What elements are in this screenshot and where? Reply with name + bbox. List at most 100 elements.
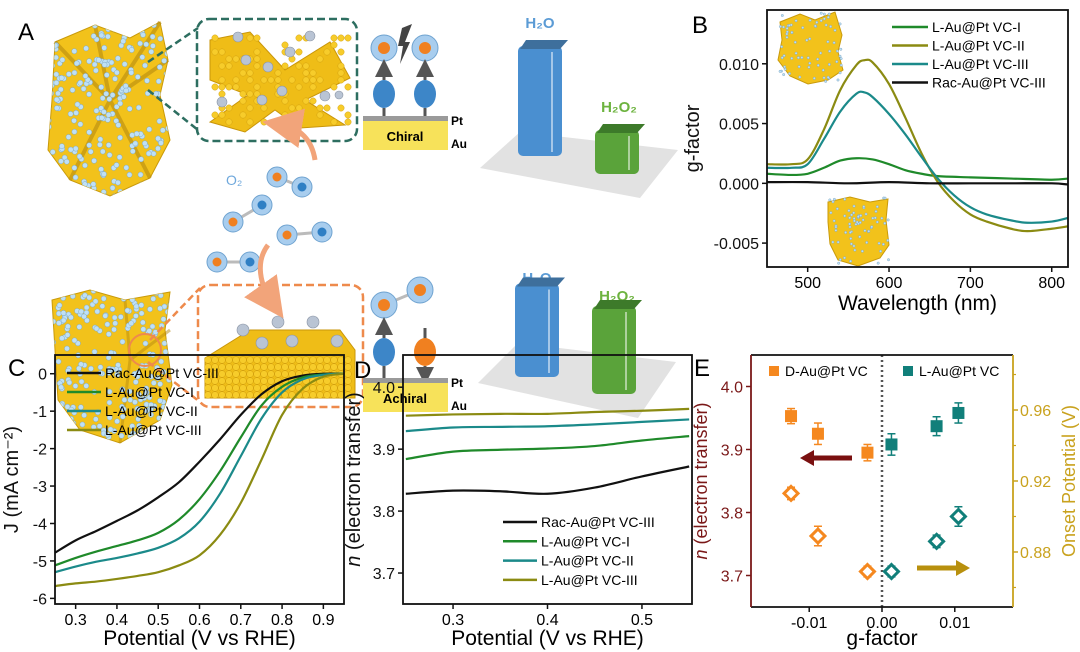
y-tick-label: -2 bbox=[33, 442, 47, 459]
x-tick-label: 0.5 bbox=[147, 612, 169, 629]
pt-label: Pt bbox=[451, 114, 463, 128]
pt-atom-dot bbox=[883, 221, 887, 225]
chiral-nanoparticle bbox=[42, 20, 171, 197]
series-line-l-au-pt-vc-i bbox=[405, 435, 690, 461]
au-atom bbox=[232, 55, 240, 63]
pt-atom-dot bbox=[160, 170, 167, 177]
au-atom bbox=[246, 377, 254, 385]
au-atom bbox=[211, 384, 219, 392]
pt-atom-dot bbox=[141, 140, 148, 147]
au-atom bbox=[239, 377, 247, 385]
pt-atom-dot bbox=[76, 365, 82, 372]
pt-atom-dot bbox=[130, 290, 137, 292]
au-atom bbox=[239, 69, 247, 77]
au-atom bbox=[330, 41, 338, 49]
au-atom bbox=[344, 34, 352, 42]
legend: Rac-Au@Pt VC-III L-Au@Pt VC-I L-Au@Pt VC-I… bbox=[503, 514, 655, 588]
pt-atom-dot bbox=[157, 397, 163, 404]
pt-atom-dot bbox=[98, 84, 105, 90]
pt-atom-dot bbox=[92, 298, 99, 305]
legend-label: Rac-Au@Pt VC-III bbox=[541, 514, 655, 530]
pt-atom-dot bbox=[59, 22, 65, 26]
pt-atom-dot bbox=[65, 134, 72, 140]
pt-atom-dot bbox=[90, 33, 97, 39]
pt-atom-dot bbox=[816, 63, 820, 67]
au-atom bbox=[323, 363, 331, 371]
legend-label: L-Au@Pt VC-I bbox=[541, 533, 630, 549]
pt-atom-dot bbox=[75, 434, 82, 441]
pt-atom-dot bbox=[822, 17, 826, 21]
curved-arrow-down bbox=[244, 243, 284, 319]
pt-atom-dot bbox=[151, 380, 157, 386]
pt-atom-dot bbox=[139, 54, 146, 61]
pt-label: Pt bbox=[451, 376, 463, 390]
pt-atom-dot bbox=[856, 215, 860, 219]
pt-atom-dot bbox=[852, 217, 856, 220]
y-tick-label: 4.0 bbox=[721, 380, 743, 397]
achiral-label: Achiral bbox=[383, 391, 427, 406]
au-atom bbox=[239, 356, 247, 364]
panel-label-b: B bbox=[692, 12, 708, 39]
au-atom bbox=[344, 363, 352, 371]
pt-atom-dot bbox=[838, 71, 842, 75]
legend-label: L-Au@Pt VC-III bbox=[541, 572, 638, 588]
au-atom bbox=[337, 76, 345, 84]
x-tick-label: 0.4 bbox=[536, 612, 558, 629]
pt-atom-dot bbox=[831, 240, 835, 244]
o2-molecule bbox=[206, 251, 261, 273]
pt-atom-dot bbox=[42, 104, 47, 109]
au-atom bbox=[225, 370, 233, 378]
pt-atom-dot bbox=[123, 87, 129, 94]
au-atom bbox=[204, 384, 212, 392]
au-atom bbox=[246, 69, 254, 77]
pt-atom-dot bbox=[97, 141, 103, 148]
pt-atom-dot bbox=[86, 58, 93, 65]
pt-atom-dot bbox=[67, 111, 74, 117]
pt-atom-dot bbox=[870, 225, 874, 229]
pt-atom-dot bbox=[115, 122, 122, 128]
au-atom bbox=[253, 34, 261, 42]
data-point bbox=[811, 422, 824, 446]
au-atom bbox=[253, 370, 261, 378]
au-atom bbox=[295, 363, 303, 371]
pt-atom-dot bbox=[52, 392, 54, 399]
pt-atom-dot bbox=[120, 38, 127, 45]
pt-atom-dot bbox=[142, 340, 149, 347]
pt-atom-dot bbox=[71, 69, 78, 76]
zoom-connector bbox=[147, 287, 201, 403]
pt-atom-dot bbox=[133, 313, 139, 319]
series-line-l-au-pt-vc-iii bbox=[405, 407, 690, 417]
pt-atom-dot bbox=[794, 19, 798, 23]
pt-atom-dot bbox=[78, 404, 84, 411]
au-label: Au bbox=[451, 399, 467, 413]
y-tick-label: 0.005 bbox=[719, 117, 759, 134]
pt-atom-dot bbox=[782, 73, 786, 77]
pt-atom-dot bbox=[126, 388, 133, 395]
pt-atom-dot bbox=[53, 71, 60, 78]
achiral-surface-box bbox=[196, 283, 365, 409]
x-tick-label: 0.00 bbox=[866, 615, 897, 632]
data-point bbox=[952, 402, 965, 424]
zoom-circle bbox=[128, 333, 162, 367]
pt-atom-dot bbox=[64, 403, 71, 410]
pt-atom-dot bbox=[48, 72, 51, 78]
pt-atom-dot bbox=[121, 397, 128, 403]
pt-atom-dot bbox=[117, 100, 124, 107]
y-tick-label: 3.9 bbox=[721, 443, 743, 460]
pt-atom-dot bbox=[52, 173, 58, 180]
au-atom bbox=[239, 111, 247, 119]
pt-atom-dot bbox=[828, 198, 832, 202]
pt-atom-dot bbox=[87, 148, 94, 155]
pt-atom-dot bbox=[113, 22, 119, 28]
pt-atom-dot bbox=[832, 219, 836, 223]
pt-atom-dot bbox=[819, 11, 823, 15]
pt-atom-dot bbox=[101, 193, 108, 196]
pt-atom-dot bbox=[52, 42, 59, 49]
pt-atom-dot bbox=[106, 96, 113, 102]
pt-atom-dot bbox=[136, 422, 143, 429]
pt-atom-dot bbox=[852, 211, 856, 215]
pt-atom-dot bbox=[113, 162, 120, 168]
series-line-l-au-pt-vc-i bbox=[55, 372, 344, 567]
pt-atom-dot bbox=[81, 436, 87, 443]
pt-atom-dot bbox=[124, 307, 131, 314]
